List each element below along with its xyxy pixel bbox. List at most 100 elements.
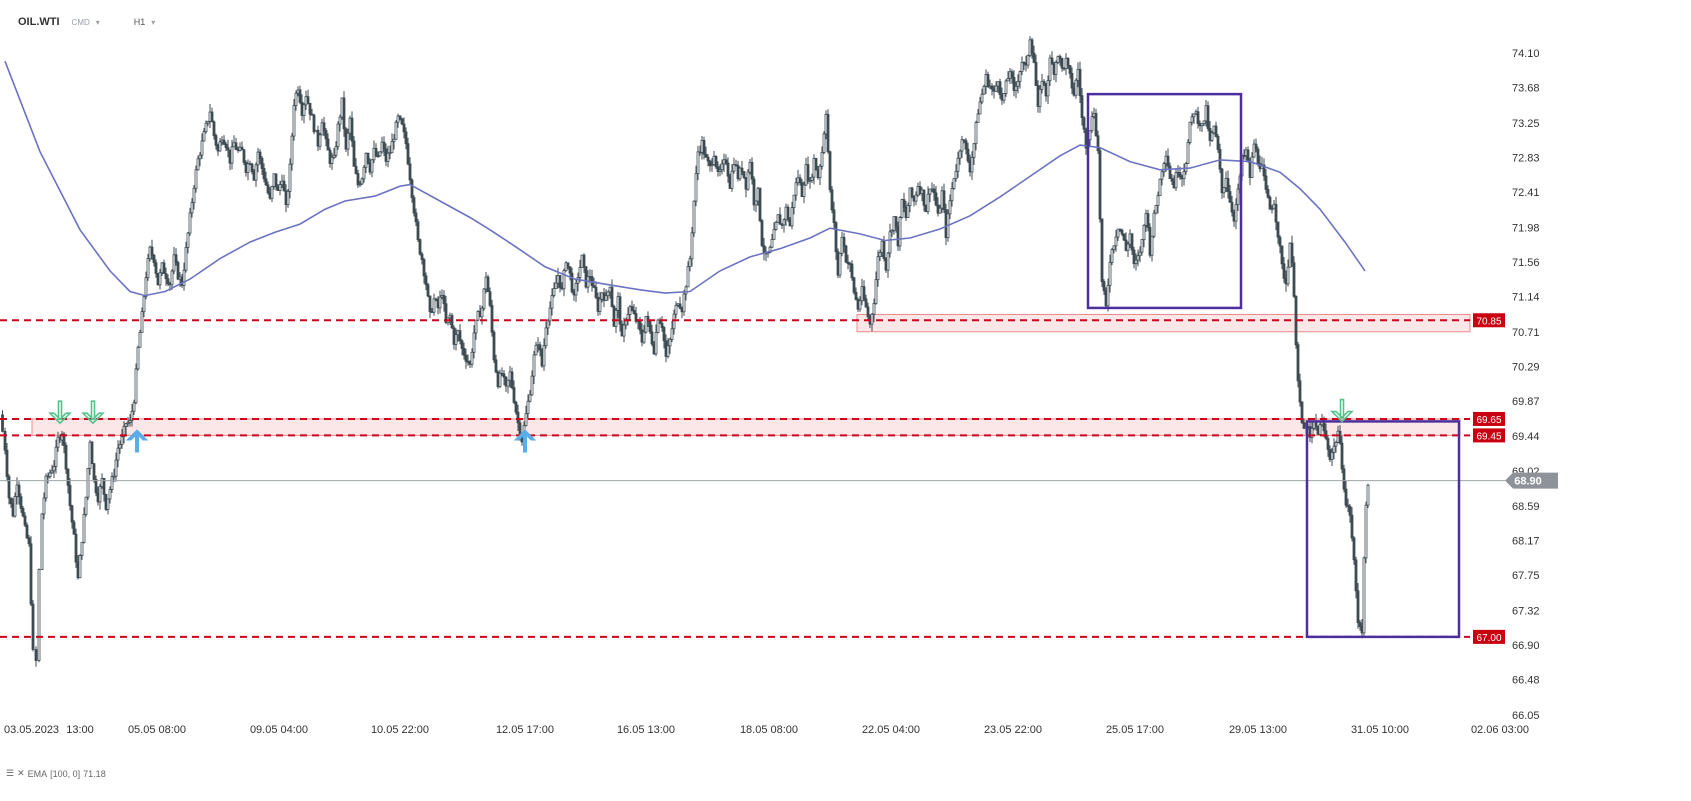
- candle-body: [622, 324, 626, 337]
- candle-body: [324, 130, 328, 140]
- candle-body: [164, 273, 168, 280]
- candle-body: [566, 262, 570, 268]
- candle-body: [666, 345, 670, 357]
- candle-body: [472, 332, 476, 353]
- candle-body: [118, 444, 122, 449]
- timeframe-label[interactable]: H1: [133, 17, 146, 27]
- candle-body: [1078, 69, 1082, 97]
- x-tick-label: 16.05 13:00: [617, 724, 675, 736]
- candle-body: [158, 272, 162, 286]
- candle-body: [844, 245, 848, 263]
- highlight-box: [1086, 92, 1243, 310]
- candle-body: [1020, 62, 1024, 72]
- level-label-bg: [1473, 428, 1505, 443]
- y-tick-label: 72.83: [1512, 152, 1540, 164]
- candle-body: [170, 270, 174, 286]
- candle-body: [318, 134, 322, 147]
- x-tick-label: 31.05 10:00: [1351, 724, 1409, 736]
- candle-body: [1356, 590, 1360, 624]
- candle-body: [956, 157, 960, 172]
- candle-body: [1214, 125, 1218, 137]
- candle-body: [604, 295, 608, 301]
- candle-body: [552, 288, 556, 296]
- candle-body: [914, 194, 918, 202]
- candle-body: [470, 351, 474, 365]
- candle-body: [716, 166, 720, 172]
- candle-body: [214, 135, 218, 146]
- candle-body: [976, 113, 980, 124]
- candle-body: [1142, 224, 1146, 240]
- candle-body: [670, 328, 674, 340]
- symbol-dropdown-icon[interactable]: ▾: [95, 17, 100, 27]
- candle-body: [1100, 218, 1104, 282]
- y-tick-label: 70.29: [1512, 361, 1540, 373]
- candle-body: [898, 217, 902, 247]
- arrow-down-icon: [1330, 398, 1354, 423]
- candle-body: [1290, 242, 1294, 264]
- candle-body: [40, 513, 44, 570]
- timeframe-dropdown-icon[interactable]: ▾: [151, 17, 156, 27]
- candle-body: [310, 113, 314, 116]
- candle-body: [308, 102, 312, 115]
- candle-body: [1016, 80, 1020, 87]
- candle-body: [27, 537, 31, 545]
- candle-body: [390, 141, 394, 154]
- candle-body: [632, 310, 636, 314]
- candle-body: [842, 236, 846, 247]
- candle-body: [174, 254, 178, 263]
- candle-body: [1120, 229, 1124, 235]
- candle-body: [37, 569, 41, 661]
- candle-body: [730, 170, 734, 189]
- candle-body: [1234, 204, 1238, 222]
- candle-body: [112, 475, 116, 478]
- candle-body: [686, 266, 690, 288]
- candle-body: [660, 322, 664, 328]
- candle-body: [186, 232, 190, 248]
- candle-body: [420, 253, 424, 260]
- candle-body: [25, 524, 29, 539]
- candle-body: [274, 173, 278, 188]
- candle-body: [910, 187, 914, 197]
- candle-body: [864, 298, 868, 308]
- x-tick-label: 22.05 04:00: [862, 724, 920, 736]
- candle-body: [406, 143, 410, 165]
- candle-body: [972, 143, 976, 158]
- level-label-bg: [1473, 313, 1505, 328]
- candle-body: [710, 164, 714, 167]
- symbol-label[interactable]: OIL.WTI: [18, 16, 60, 28]
- candle-body: [1282, 263, 1286, 279]
- candle-body: [482, 288, 486, 309]
- candle-body: [1250, 156, 1254, 178]
- candle-body: [830, 189, 834, 211]
- candle-body: [1032, 52, 1036, 63]
- level-label-bg: [1473, 629, 1505, 644]
- candle-body: [1048, 57, 1052, 82]
- candle-body: [1348, 506, 1352, 516]
- candle-body: [250, 163, 254, 173]
- candle-body: [792, 194, 796, 208]
- candle-body: [82, 513, 86, 543]
- current-price-label: 68.90: [1514, 476, 1542, 488]
- candle-body: [1200, 123, 1204, 127]
- candle-body: [94, 479, 98, 494]
- candle-body: [1230, 201, 1234, 213]
- candle-body: [438, 296, 442, 309]
- candle-body: [574, 282, 578, 296]
- candle-body: [192, 187, 196, 204]
- candle-body: [568, 266, 572, 274]
- candle-body: [1362, 557, 1366, 634]
- candle-body: [388, 152, 392, 155]
- candle-body: [312, 114, 316, 133]
- indicator-remove-icon[interactable]: ✕: [17, 768, 25, 778]
- candle-body: [794, 182, 798, 196]
- y-tick-label: 73.68: [1512, 83, 1540, 95]
- indicator-settings-icon[interactable]: ☰: [6, 768, 15, 778]
- candle-body: [834, 222, 838, 253]
- candle-body: [376, 155, 380, 158]
- candle-body: [386, 152, 390, 162]
- candle-body: [206, 120, 210, 124]
- candle-body: [672, 313, 676, 330]
- y-tick-label: 71.14: [1512, 291, 1540, 303]
- candle-body: [614, 309, 618, 327]
